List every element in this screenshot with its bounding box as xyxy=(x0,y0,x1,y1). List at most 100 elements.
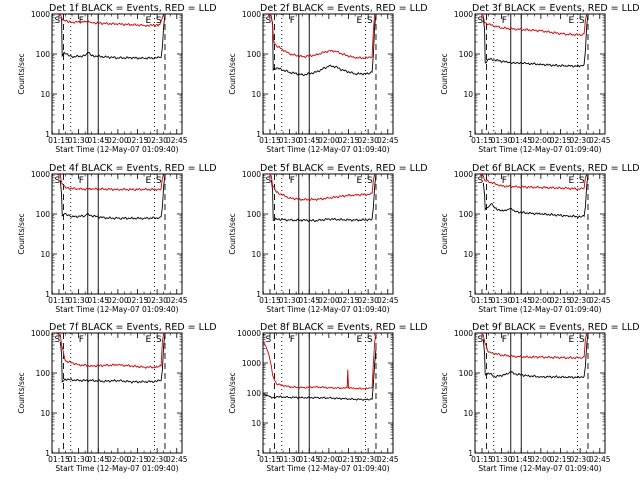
marker-label-S: S xyxy=(478,176,484,186)
panel-title: Det 4f BLACK = Events, RED = LLD xyxy=(49,163,217,174)
series-line-lld xyxy=(267,174,376,202)
marker-label-S: S xyxy=(367,16,373,26)
y-tick-label: 1000 xyxy=(242,359,261,368)
x-tick-label: 01:15 xyxy=(48,455,70,464)
x-tick-label: 01:15 xyxy=(259,296,281,305)
y-tick-label: 1000 xyxy=(454,10,473,19)
x-tick-label: 01:45 xyxy=(87,455,109,464)
plot-frame xyxy=(474,332,606,454)
y-axis-label: Counts/sec xyxy=(228,53,237,94)
x-tick-label: 02:30 xyxy=(357,455,379,464)
y-tick-label: 10 xyxy=(40,409,50,418)
x-tick-label: 02:45 xyxy=(377,136,399,145)
series-line-events xyxy=(482,14,589,68)
marker-label-E: E xyxy=(146,16,152,26)
y-tick-label: 1000 xyxy=(454,329,473,338)
y-tick-label: 1000 xyxy=(31,170,50,179)
y-tick-label: 100 xyxy=(459,210,474,219)
marker-label-S: S xyxy=(156,335,162,345)
marker-label-E: E xyxy=(357,176,363,186)
y-axis-label: Counts/sec xyxy=(228,372,237,413)
y-tick-label: 1 xyxy=(468,449,473,458)
y-tick-label: 100 xyxy=(36,50,51,59)
marker-label-F: F xyxy=(79,335,84,345)
marker-label-S: S xyxy=(55,176,61,186)
x-tick-label: 02:00 xyxy=(530,455,552,464)
x-tick-label: 02:45 xyxy=(589,455,611,464)
x-axis-label: Start Time (12-May-07 01:09:40) xyxy=(266,305,389,314)
y-axis-label: Counts/sec xyxy=(228,213,237,254)
panel-title: Det 2f BLACK = Events, RED = LLD xyxy=(260,3,428,14)
marker-label-F: F xyxy=(502,16,507,26)
panel-title: Det 7f BLACK = Events, RED = LLD xyxy=(49,322,217,333)
marker-label-S: S xyxy=(367,335,373,345)
y-tick-label: 10 xyxy=(251,250,261,259)
marker-label-E: E xyxy=(569,335,575,345)
panel-title: Det 6f BLACK = Events, RED = LLD xyxy=(472,163,640,174)
x-tick-label: 02:15 xyxy=(338,455,360,464)
x-tick-label: 01:45 xyxy=(510,455,532,464)
y-tick-label: 1 xyxy=(468,290,473,299)
marker-label-F: F xyxy=(290,176,295,186)
x-tick-label: 01:30 xyxy=(68,455,90,464)
y-tick-label: 10000 xyxy=(237,329,261,338)
x-tick-label: 01:45 xyxy=(298,296,320,305)
marker-label-S: S xyxy=(266,335,272,345)
y-tick-label: 10 xyxy=(251,419,261,428)
marker-label-S: S xyxy=(367,176,373,186)
x-tick-label: 02:00 xyxy=(107,136,129,145)
plot-frame xyxy=(474,173,606,295)
marker-label-S: S xyxy=(579,16,585,26)
marker-label-S: S xyxy=(55,16,61,26)
series-line-events xyxy=(270,14,377,76)
marker-label-F: F xyxy=(502,335,507,345)
marker-label-F: F xyxy=(79,16,84,26)
marker-label-F: F xyxy=(502,176,507,186)
x-tick-label: 02:15 xyxy=(550,136,572,145)
series-line-events xyxy=(59,174,166,221)
y-tick-label: 10 xyxy=(40,250,50,259)
x-tick-label: 01:30 xyxy=(279,296,301,305)
x-tick-label: 01:15 xyxy=(471,296,493,305)
panel-title: Det 1f BLACK = Events, RED = LLD xyxy=(49,3,217,14)
x-tick-label: 01:15 xyxy=(48,296,70,305)
x-tick-label: 01:30 xyxy=(279,136,301,145)
x-tick-label: 01:45 xyxy=(87,136,109,145)
series-line-lld xyxy=(479,333,588,360)
marker-label-E: E xyxy=(569,176,575,186)
x-tick-label: 02:45 xyxy=(589,136,611,145)
y-tick-label: 1000 xyxy=(242,170,261,179)
series-line-lld xyxy=(479,174,588,191)
y-axis-label: Counts/sec xyxy=(440,372,449,413)
panel-title: Det 9f BLACK = Events, RED = LLD xyxy=(472,322,640,333)
y-tick-label: 1 xyxy=(256,130,261,139)
y-tick-label: 1 xyxy=(468,130,473,139)
panel-title: Det 5f BLACK = Events, RED = LLD xyxy=(260,163,428,174)
y-tick-label: 100 xyxy=(247,50,262,59)
y-tick-label: 1 xyxy=(45,290,50,299)
plot-frame xyxy=(262,332,394,454)
plot-frame xyxy=(51,173,183,295)
x-tick-label: 01:15 xyxy=(259,136,281,145)
series-line-events xyxy=(482,333,589,380)
x-axis-label: Start Time (12-May-07 01:09:40) xyxy=(266,464,389,473)
x-tick-label: 02:00 xyxy=(107,296,129,305)
x-axis-label: Start Time (12-May-07 01:09:40) xyxy=(55,305,178,314)
y-tick-label: 1 xyxy=(45,130,50,139)
x-axis-label: Start Time (12-May-07 01:09:40) xyxy=(478,305,601,314)
y-tick-label: 10 xyxy=(463,250,473,259)
x-axis-label: Start Time (12-May-07 01:09:40) xyxy=(478,145,601,154)
series-line-lld xyxy=(479,14,588,37)
x-tick-label: 02:15 xyxy=(338,296,360,305)
x-tick-label: 01:15 xyxy=(259,455,281,464)
x-tick-label: 02:45 xyxy=(377,296,399,305)
marker-label-E: E xyxy=(357,16,363,26)
y-tick-label: 1000 xyxy=(31,10,50,19)
x-tick-label: 02:00 xyxy=(318,136,340,145)
marker-label-E: E xyxy=(569,16,575,26)
plot-frame xyxy=(474,13,606,135)
x-tick-label: 02:00 xyxy=(318,455,340,464)
x-tick-label: 02:15 xyxy=(127,455,149,464)
